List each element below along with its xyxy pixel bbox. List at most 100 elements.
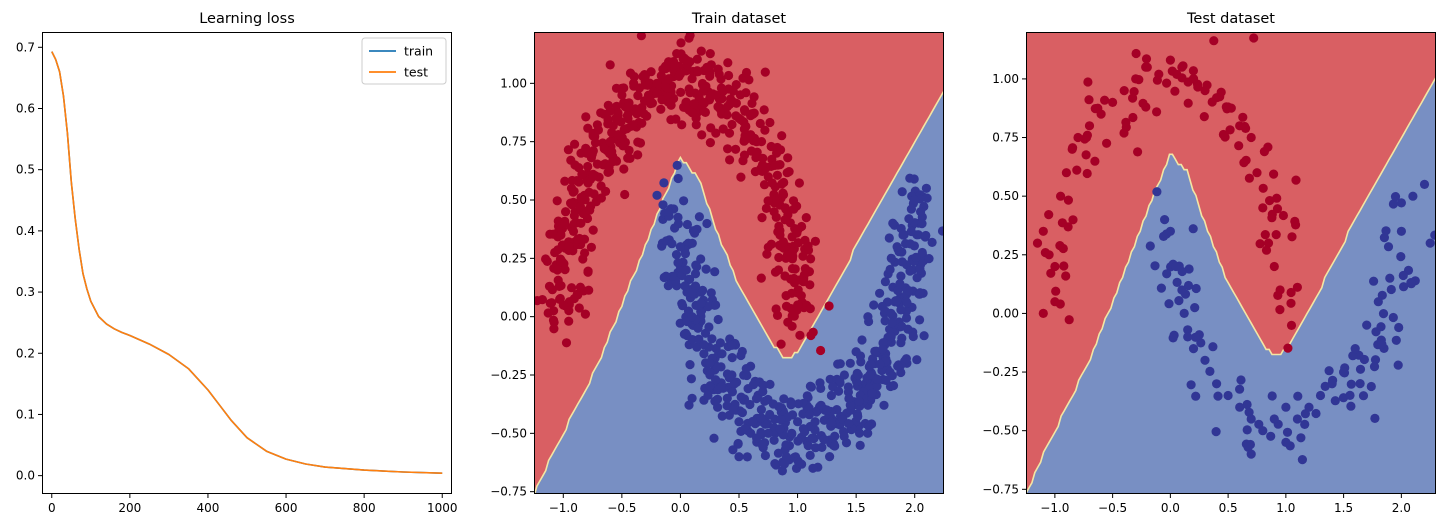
class-0-point [746, 130, 756, 140]
class-1-point [1190, 303, 1200, 313]
class-0-point [633, 150, 643, 160]
train-scatter-plot: −1.0 −0.5 0.0 0.5 1.0 1.5 2.0 −0.75 −0.50 −0.25 0.… [490, 11, 944, 515]
region-lower [1026, 77, 1436, 494]
class-1-point [886, 253, 896, 263]
x-tick-label: 1.5 [847, 501, 866, 515]
class-0-point [560, 265, 570, 275]
class-1-point [896, 271, 906, 281]
class-1-point [1399, 282, 1409, 292]
class-0-point [728, 97, 738, 107]
class-1-point [781, 440, 791, 450]
class-1-point [1165, 226, 1175, 236]
class-1-point [910, 195, 920, 205]
class-1-point [906, 226, 916, 237]
class-0-point [794, 178, 805, 188]
class-0-point [769, 207, 779, 217]
class-1-point [857, 335, 867, 345]
class-0-point [705, 138, 716, 148]
class-0-point [689, 99, 699, 109]
class-0-point [1073, 132, 1083, 143]
class-0-point [556, 230, 566, 240]
class-1-point [1162, 269, 1172, 279]
class-1-point [1311, 408, 1321, 419]
class-1-point [681, 328, 691, 338]
class-1-point [690, 281, 701, 291]
class-0-point [1286, 298, 1296, 308]
class-0-point [1084, 95, 1094, 105]
class-1-point [906, 204, 917, 214]
class-1-point [1293, 391, 1303, 401]
class-0-point [738, 156, 748, 166]
class-0-point [1283, 343, 1293, 353]
class-0-point [760, 67, 770, 77]
class-1-point [1327, 379, 1337, 389]
class-1-point [808, 463, 818, 473]
class-0-point [1102, 138, 1112, 148]
class-1-point [864, 421, 874, 431]
plot-area [1026, 32, 1436, 494]
class-1-point [892, 242, 902, 252]
class-1-point [1346, 379, 1356, 389]
class-1-point [1242, 399, 1252, 410]
class-0-point [1286, 320, 1297, 330]
class-0-point [1209, 36, 1219, 46]
class-1-point [1398, 270, 1408, 281]
class-1-point [679, 196, 689, 206]
class-0-point [623, 102, 633, 112]
y-tick-label: −0.50 [982, 424, 1019, 438]
class-0-point [1058, 243, 1068, 254]
class-0-point [1212, 93, 1222, 103]
class-0-point [1234, 141, 1244, 151]
class-1-point [1304, 402, 1314, 412]
class-1-point [769, 435, 779, 445]
class-1-point [687, 238, 697, 248]
x-tick-label: 600 [275, 501, 298, 515]
class-1-point [793, 417, 803, 427]
class-1-point [667, 271, 678, 281]
class-0-point [581, 112, 591, 122]
class-0-point [790, 264, 800, 274]
class-1-point [1358, 391, 1369, 401]
class-1-point [855, 440, 865, 450]
class-1-point [893, 361, 903, 371]
class-0-point [759, 180, 770, 190]
class-0-point [585, 205, 595, 215]
class-0-point [1249, 33, 1259, 43]
class-0-point [1291, 175, 1301, 185]
class-1-point [1208, 342, 1218, 352]
class-1-point [758, 380, 769, 390]
class-1-point [1373, 297, 1383, 307]
class-1-point [1292, 414, 1302, 424]
class-1-point [737, 408, 748, 418]
class-1-point [853, 412, 863, 422]
class-1-point [1179, 308, 1189, 318]
class-0-point [1265, 196, 1275, 206]
class-1-point [728, 445, 738, 455]
class-0-point [637, 118, 647, 128]
class-0-point [1046, 268, 1056, 278]
class-1-point [872, 374, 882, 384]
class-1-point [865, 370, 875, 380]
plot-area [51, 51, 443, 474]
class-1-point [1183, 325, 1193, 335]
class-0-point [618, 141, 628, 151]
class-0-point [575, 202, 586, 212]
class-1-point [1235, 384, 1245, 394]
class-1-point [921, 183, 932, 193]
class-0-point [1177, 73, 1187, 83]
class-0-point [534, 296, 542, 306]
class-0-point [566, 198, 576, 208]
class-1-point [833, 359, 843, 369]
class-0-point [561, 338, 572, 348]
class-0-point [563, 145, 574, 155]
class-1-point [667, 239, 677, 249]
class-0-point [752, 147, 762, 157]
class-0-point [699, 106, 709, 116]
class-1-point [888, 218, 898, 228]
class-1-point [1152, 187, 1162, 197]
class-1-point [825, 452, 835, 462]
class-1-point [924, 254, 934, 264]
class-1-point [1391, 335, 1401, 345]
class-0-point [561, 207, 571, 217]
